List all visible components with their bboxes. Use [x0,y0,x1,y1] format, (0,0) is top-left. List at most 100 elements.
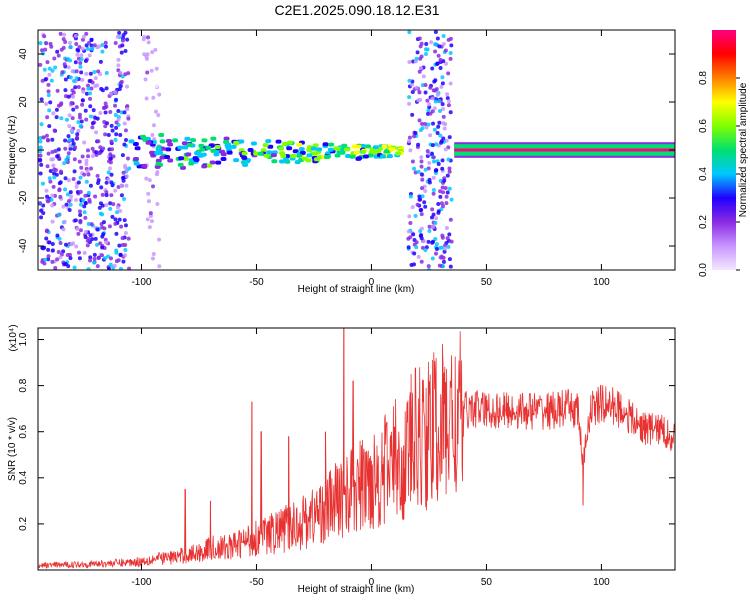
heatmap-cell [50,219,55,224]
heatmap-cell [154,172,159,177]
snr-y-tick-label: 1.0 [18,332,29,346]
heatmap-cell [45,194,50,199]
heatmap-cell [149,150,156,155]
heatmap-cell [434,87,439,92]
heatmap-cell [444,201,449,206]
heatmap-cell [421,239,426,244]
snr-y-tick-label: 0.8 [18,378,29,392]
heatmap-cell [262,143,269,148]
heatmap-cell [87,78,92,83]
heatmap-cell [420,177,425,182]
heatmap-cell [144,176,149,181]
heatmap-cell [108,166,113,171]
heatmap-cell [72,265,77,270]
heatmap-cell [77,256,82,261]
heatmap-cell [119,224,124,229]
heatmap-cell [114,120,119,125]
heatmap-cell [55,154,60,159]
heatmap-cell [441,259,446,264]
heatmap-cell [74,41,79,46]
heatmap-cell [52,56,57,61]
heatmap-cell [55,88,60,93]
heatmap-cell [79,53,84,58]
heatmap-cell [83,200,88,205]
heatmap-cell [119,110,124,115]
heatmap-cell [67,208,72,213]
heatmap-cell [423,122,428,127]
heatmap-cell [39,215,44,220]
heatmap-cell [66,94,71,99]
heatmap-cell [119,193,124,198]
heatmap-cell [408,148,413,153]
heatmap-cell [70,116,75,121]
heatmap-cell [104,193,109,198]
heatmap-cell [155,158,162,163]
heatmap-cell [90,237,95,242]
heatmap-cell [420,186,425,191]
snr-x-axis-label: Height of straight line (km) [298,584,415,595]
heatmap-cell [448,217,453,222]
heatmap-cell [123,48,128,53]
spectrogram-x-tick-label: -50 [249,277,264,288]
heatmap-cell [443,48,448,53]
heatmap-cell [419,172,424,177]
heatmap-cell [47,124,52,129]
heatmap-cell [430,109,435,114]
heatmap-cell [47,176,52,181]
heatmap-cell [51,111,56,116]
heatmap-cell [120,153,125,158]
heatmap-cell [58,169,63,174]
heatmap-cell [416,169,421,174]
heatmap-cell [417,118,422,123]
heatmap-cell [46,247,51,252]
heatmap-cell [386,154,393,159]
heatmap-cell [93,76,98,81]
heatmap-cell [423,82,428,87]
heatmap-cell [73,85,78,90]
heatmap-cell [271,159,278,164]
heatmap-cell [82,140,87,145]
heatmap-cell [201,138,208,143]
heatmap-cell [100,192,105,197]
heatmap-cell [441,255,446,260]
heatmap-cell [439,207,444,212]
heatmap-cell [98,111,103,116]
spectrogram-y-tick-label: -40 [18,238,29,253]
heatmap-cell [68,75,73,80]
heatmap-cell [66,178,71,183]
spectrogram-x-tick-label: 100 [593,277,610,288]
heatmap-cell [157,237,162,242]
heatmap-cell [431,212,436,217]
heatmap-cell [281,142,288,147]
heatmap-cell [449,43,454,48]
heatmap-cell [125,84,130,89]
heatmap-cell [42,34,47,39]
heatmap-cell [123,223,128,228]
heatmap-cell [52,128,57,133]
heatmap-cell [78,175,83,180]
heatmap-cell [424,41,429,46]
heatmap-cell [118,70,123,75]
heatmap-cell [116,63,121,68]
heatmap-cell [419,155,424,160]
heatmap-cell [428,133,433,138]
heatmap-cell [68,202,73,207]
heatmap-cell [96,178,101,183]
heatmap-cell [95,173,100,178]
heatmap-cell [108,256,113,261]
heatmap-cell [441,114,446,119]
heatmap-cell [88,91,93,96]
heatmap-cell [109,193,114,198]
heatmap-cell [147,225,152,230]
heatmap-cell [177,145,184,150]
heatmap-cell [72,157,77,162]
heatmap-cell [87,197,92,202]
heatmap-cell [100,49,105,54]
heatmap-cell [427,105,432,110]
heatmap-cell [70,88,75,93]
heatmap-cell [214,145,221,150]
heatmap-cell [419,226,424,231]
heatmap-cell [103,124,108,129]
heatmap-cell [63,187,68,192]
heatmap-cell [58,255,63,260]
